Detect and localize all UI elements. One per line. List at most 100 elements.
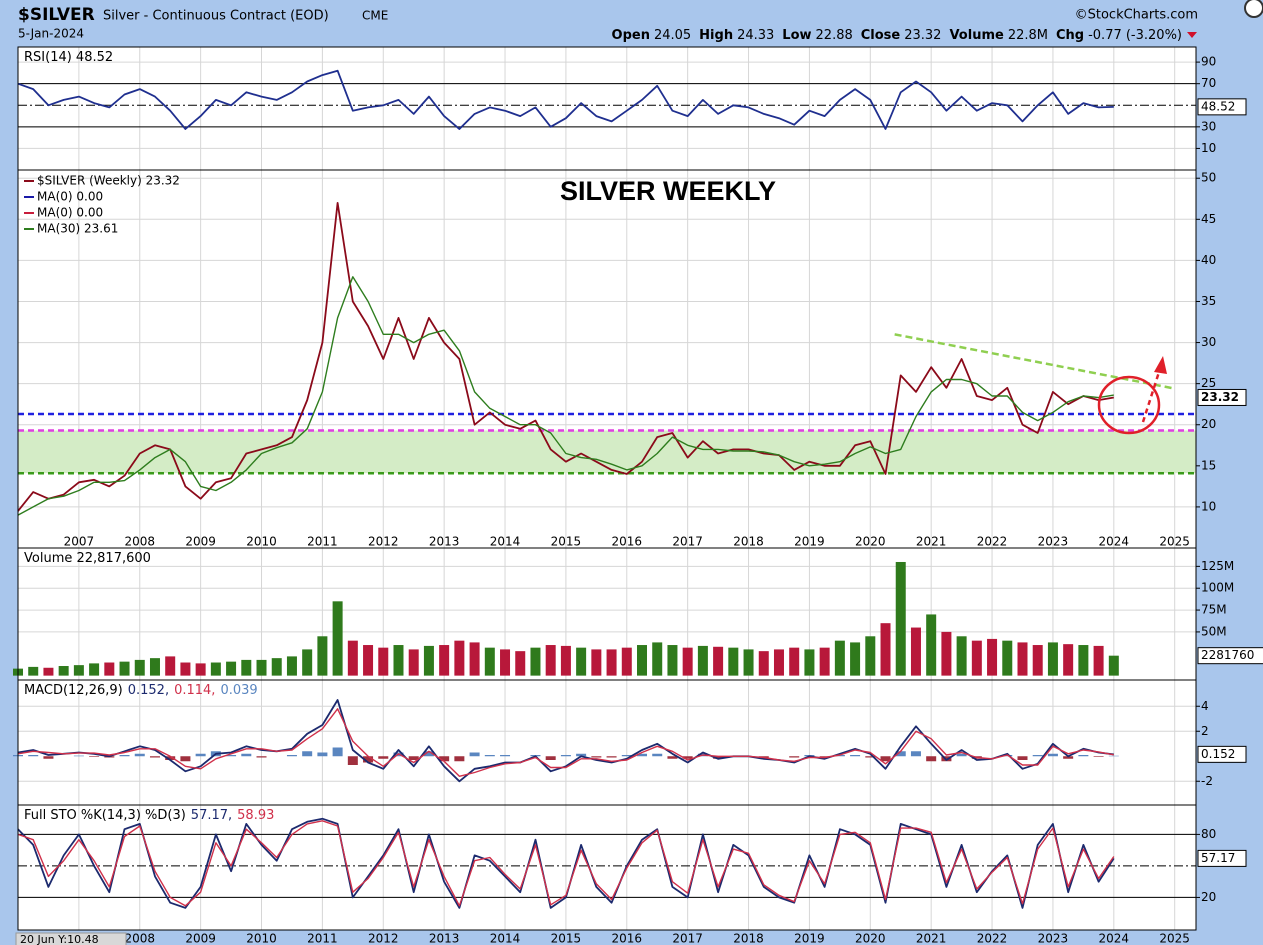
x-tick-label: 2017 [672,932,703,945]
histogram-bar [789,756,800,758]
histogram-bar [910,751,921,757]
histogram-bar [28,755,39,757]
histogram-bar [621,755,632,757]
trend-line [894,333,1175,390]
volume-bar [500,649,511,676]
histogram-bar [1093,756,1104,757]
volume-bar [1063,644,1074,676]
volume-bar [104,662,115,676]
histogram-bar [652,753,663,757]
quote-label: High [699,28,733,43]
volume-bar [363,645,374,676]
volume-bar [332,601,343,676]
histogram-bar [880,756,891,762]
panel-title: Volume 22,817,600 [24,551,151,566]
y-tick-label: 40 [1201,253,1216,267]
histogram-bar [165,756,176,760]
x-tick-label: 2010 [246,932,277,945]
volume-bar [667,645,678,676]
volume-bar [423,645,434,676]
y-tick-label: 45 [1201,212,1216,226]
x-tick-label: 2020 [855,535,886,549]
y-tick-label: 125M [1201,559,1234,573]
y-tick-label: 15 [1201,458,1216,472]
volume-bar [149,658,160,676]
volume-bar [606,649,617,676]
histogram-bar [454,756,465,762]
x-tick-label: 2022 [977,932,1008,945]
histogram-bar [119,755,130,757]
histogram-bar [591,756,602,758]
volume-bar [652,642,663,676]
value-marker-box [1197,849,1247,867]
volume-bar [773,649,784,676]
value-marker: 57.17 [1201,851,1235,865]
volume-bar [347,640,358,676]
highlight-circle [1097,375,1161,435]
tooltip: 20 Jun Y:10.48 [20,933,99,945]
volume-bar [317,636,328,676]
volume-bar [576,647,587,676]
x-tick-label: 2018 [733,535,764,549]
histogram-bar [637,753,648,757]
value-marker-box [1197,388,1247,406]
histogram-bar [180,756,191,762]
histogram-bar [347,756,358,765]
histogram-bar [682,756,693,759]
y-tick-label: 20 [1201,417,1216,431]
x-tick-label: 2020 [855,932,886,945]
x-tick-label: 2008 [124,535,155,549]
tooltip-group: 20 Jun Y:10.48 [15,932,127,945]
volume-bar [1047,642,1058,676]
volume-bar [530,647,541,676]
panel-value: 0.039 [220,683,257,698]
value-marker: 2281760 [1201,648,1254,662]
volume-bar [789,647,800,676]
x-tick-label: 2023 [1038,932,1069,945]
panel-value: 57.17, [191,808,232,823]
y-tick-label: 30 [1201,335,1216,349]
histogram-bar [895,751,906,757]
volume-bar [180,662,191,676]
series-line [17,202,1114,512]
x-tick-label: 2008 [124,932,155,945]
histogram-bar [332,747,343,757]
y-tick-label: 70 [1201,76,1216,90]
quote-label: Close [861,28,901,43]
histogram-bar [149,756,160,758]
histogram-bar [1032,755,1043,757]
x-tick-label: 2019 [794,535,825,549]
value-marker: 23.32 [1201,390,1239,404]
panel [18,47,1196,170]
volume-bar [1093,645,1104,676]
volume-bar [286,656,297,676]
panel-title: RSI(14) 48.52 [24,50,113,65]
volume-bar [637,645,648,676]
x-tick-label: 2014 [490,932,521,945]
volume-bar [682,647,693,676]
histogram-bar [73,755,84,757]
legend-label: $SILVER (Weekly) 23.32 [37,174,180,188]
y-tick-label: 25 [1201,376,1216,390]
volume-bar [987,638,998,676]
histogram-bar [226,755,237,757]
support-zone [18,430,1196,474]
volume-bar [728,647,739,676]
y-tick-label: 10 [1201,499,1216,513]
close-icon[interactable] [1244,0,1263,18]
volume-bar [956,636,967,676]
volume-bar [621,647,632,676]
volume-bar [713,646,724,676]
volume-bar [971,640,982,676]
histogram-bar [545,756,556,760]
quote-value: 22.88 [816,28,853,43]
x-tick-label: 2013 [429,535,460,549]
y-tick-label: 20 [1201,890,1216,904]
volume-bar [439,645,450,676]
x-tick-label: 2010 [246,535,277,549]
x-tick-label: 2016 [612,535,643,549]
y-tick-label: 90 [1201,55,1216,69]
panel-value: 0.114, [174,683,215,698]
instrument-name: Silver - Continuous Contract (EOD) [103,9,329,24]
volume-bar [926,614,937,676]
